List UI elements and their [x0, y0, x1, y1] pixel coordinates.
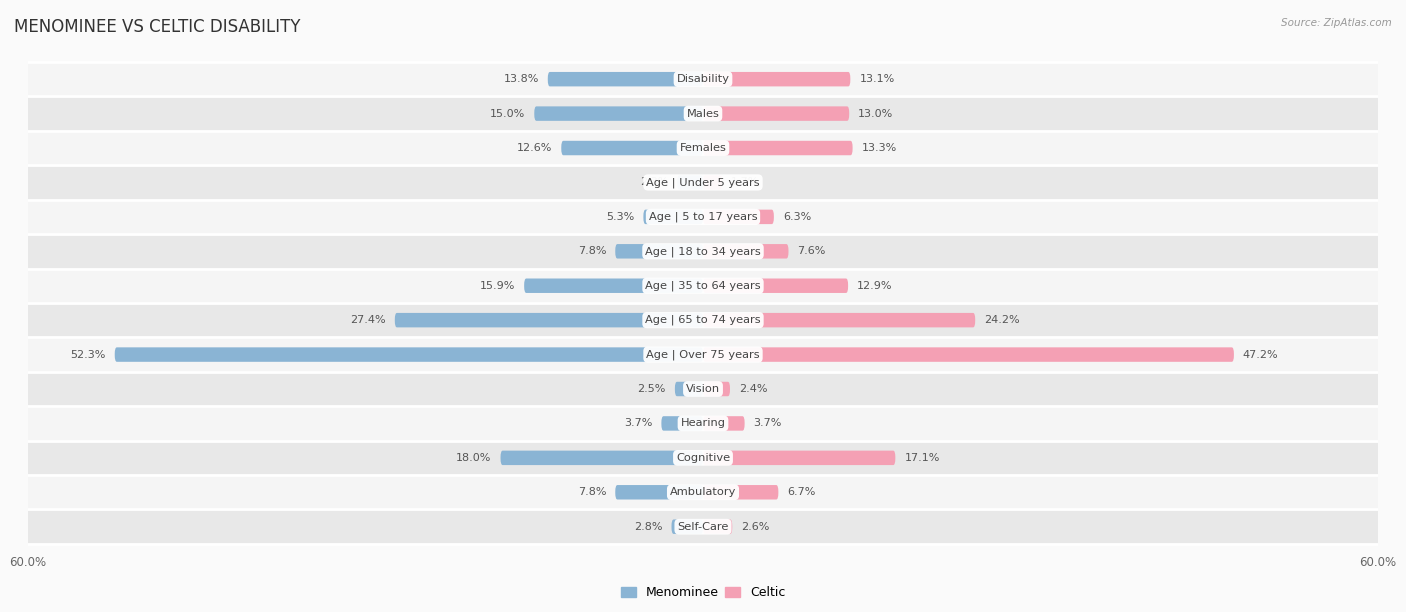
FancyBboxPatch shape	[703, 278, 848, 293]
Bar	[28, 475, 1378, 509]
FancyBboxPatch shape	[395, 313, 703, 327]
Text: 6.7%: 6.7%	[787, 487, 815, 498]
Text: Age | 5 to 17 years: Age | 5 to 17 years	[648, 212, 758, 222]
Text: 47.2%: 47.2%	[1243, 349, 1278, 360]
FancyBboxPatch shape	[524, 278, 703, 293]
Text: 17.1%: 17.1%	[904, 453, 939, 463]
Text: 7.8%: 7.8%	[578, 487, 606, 498]
Bar	[28, 62, 1378, 96]
Text: Disability: Disability	[676, 74, 730, 84]
Text: Hearing: Hearing	[681, 419, 725, 428]
FancyBboxPatch shape	[703, 72, 851, 86]
FancyBboxPatch shape	[703, 141, 852, 155]
FancyBboxPatch shape	[703, 210, 773, 224]
Bar	[28, 406, 1378, 441]
Text: 5.3%: 5.3%	[606, 212, 634, 222]
FancyBboxPatch shape	[703, 348, 1234, 362]
Text: 2.8%: 2.8%	[634, 521, 662, 532]
Text: Source: ZipAtlas.com: Source: ZipAtlas.com	[1281, 18, 1392, 28]
Text: Age | Under 5 years: Age | Under 5 years	[647, 177, 759, 188]
Text: Self-Care: Self-Care	[678, 521, 728, 532]
FancyBboxPatch shape	[561, 141, 703, 155]
Text: 2.6%: 2.6%	[741, 521, 769, 532]
Text: Age | Over 75 years: Age | Over 75 years	[647, 349, 759, 360]
Text: 12.9%: 12.9%	[858, 281, 893, 291]
FancyBboxPatch shape	[703, 106, 849, 121]
Text: 13.3%: 13.3%	[862, 143, 897, 153]
Text: 2.4%: 2.4%	[740, 384, 768, 394]
Text: Vision: Vision	[686, 384, 720, 394]
FancyBboxPatch shape	[548, 72, 703, 86]
Text: 52.3%: 52.3%	[70, 349, 105, 360]
FancyBboxPatch shape	[661, 416, 703, 431]
FancyBboxPatch shape	[534, 106, 703, 121]
Text: 27.4%: 27.4%	[350, 315, 385, 325]
Text: 7.8%: 7.8%	[578, 246, 606, 256]
FancyBboxPatch shape	[703, 416, 745, 431]
Text: 7.6%: 7.6%	[797, 246, 825, 256]
Text: 15.9%: 15.9%	[479, 281, 515, 291]
FancyBboxPatch shape	[703, 485, 779, 499]
FancyBboxPatch shape	[703, 450, 896, 465]
Bar	[28, 509, 1378, 544]
FancyBboxPatch shape	[501, 450, 703, 465]
FancyBboxPatch shape	[672, 520, 703, 534]
Bar	[28, 269, 1378, 303]
Text: Females: Females	[679, 143, 727, 153]
Text: Age | 65 to 74 years: Age | 65 to 74 years	[645, 315, 761, 326]
FancyBboxPatch shape	[703, 244, 789, 258]
FancyBboxPatch shape	[703, 313, 976, 327]
Text: 13.8%: 13.8%	[503, 74, 538, 84]
Legend: Menominee, Celtic: Menominee, Celtic	[616, 581, 790, 604]
Bar	[28, 234, 1378, 269]
Bar	[28, 200, 1378, 234]
FancyBboxPatch shape	[703, 382, 730, 396]
Text: 15.0%: 15.0%	[491, 108, 526, 119]
Text: Cognitive: Cognitive	[676, 453, 730, 463]
FancyBboxPatch shape	[675, 382, 703, 396]
Text: 6.3%: 6.3%	[783, 212, 811, 222]
Bar	[28, 371, 1378, 406]
FancyBboxPatch shape	[616, 244, 703, 258]
Bar	[28, 165, 1378, 200]
Bar	[28, 441, 1378, 475]
Bar	[28, 96, 1378, 131]
Text: 12.6%: 12.6%	[517, 143, 553, 153]
FancyBboxPatch shape	[703, 520, 733, 534]
Text: 3.7%: 3.7%	[624, 419, 652, 428]
Text: 1.7%: 1.7%	[731, 177, 759, 187]
FancyBboxPatch shape	[678, 175, 703, 190]
Text: Males: Males	[686, 108, 720, 119]
Text: 24.2%: 24.2%	[984, 315, 1019, 325]
FancyBboxPatch shape	[616, 485, 703, 499]
Text: 2.5%: 2.5%	[637, 384, 666, 394]
Text: 13.0%: 13.0%	[858, 108, 893, 119]
Text: 18.0%: 18.0%	[456, 453, 492, 463]
Text: Age | 35 to 64 years: Age | 35 to 64 years	[645, 280, 761, 291]
Bar	[28, 337, 1378, 371]
Text: 13.1%: 13.1%	[859, 74, 894, 84]
Text: 3.7%: 3.7%	[754, 419, 782, 428]
Text: MENOMINEE VS CELTIC DISABILITY: MENOMINEE VS CELTIC DISABILITY	[14, 18, 301, 36]
Bar	[28, 131, 1378, 165]
FancyBboxPatch shape	[644, 210, 703, 224]
FancyBboxPatch shape	[703, 175, 723, 190]
Bar	[28, 303, 1378, 337]
Text: Ambulatory: Ambulatory	[669, 487, 737, 498]
Text: 2.3%: 2.3%	[640, 177, 668, 187]
FancyBboxPatch shape	[115, 348, 703, 362]
Text: Age | 18 to 34 years: Age | 18 to 34 years	[645, 246, 761, 256]
